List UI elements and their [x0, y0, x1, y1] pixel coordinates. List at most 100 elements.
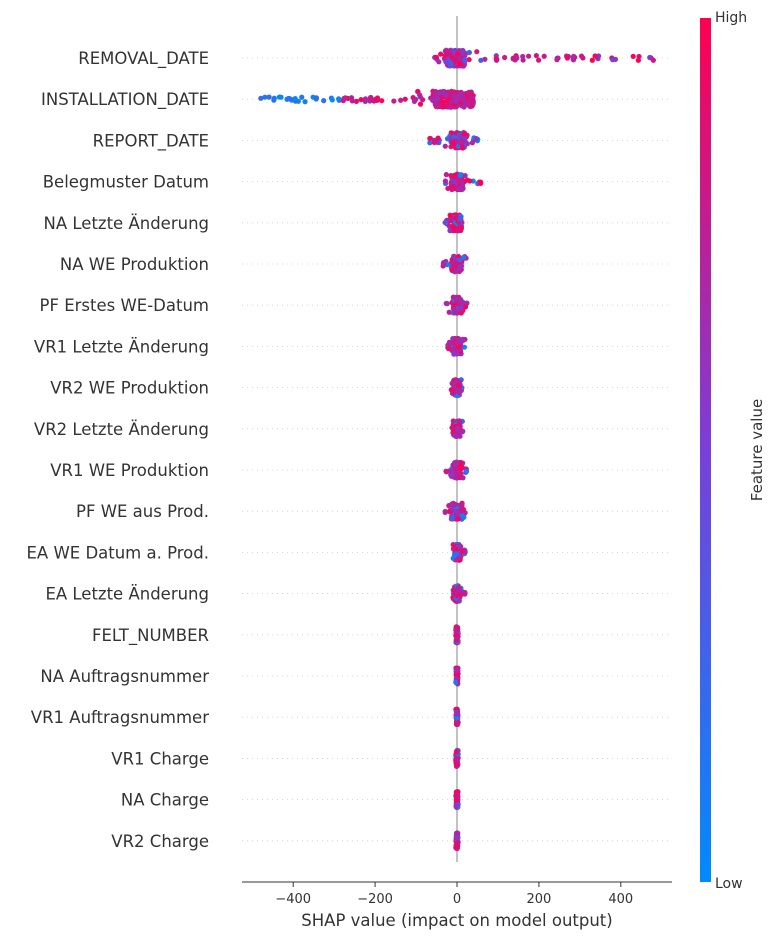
shap-point — [436, 59, 442, 65]
shap-point — [443, 220, 449, 226]
feature-label: INSTALLATION_DATE — [41, 90, 209, 110]
shap-point — [461, 344, 468, 350]
shap-point — [478, 57, 484, 63]
shap-point — [458, 310, 464, 316]
shap-point — [441, 261, 447, 267]
shap-point — [450, 428, 456, 435]
feature-label: VR1 Auftragsnummer — [31, 708, 209, 727]
shap-point — [446, 339, 452, 345]
feature-label: Belegmuster Datum — [43, 173, 209, 192]
shap-point — [457, 61, 463, 67]
shap-point — [442, 53, 448, 59]
x-axis-label: SHAP value (impact on model output) — [301, 911, 612, 930]
shap-point — [452, 260, 458, 266]
feature-label: FELT_NUMBER — [92, 626, 209, 646]
shap-point — [525, 53, 532, 59]
feature-label: VR2 Charge — [111, 832, 209, 851]
shap-point — [446, 51, 452, 57]
shap-point — [434, 96, 441, 102]
shap-point — [520, 53, 526, 60]
shap-point — [458, 304, 464, 311]
shap-point — [570, 57, 577, 63]
shap-point — [442, 92, 448, 98]
shap-point — [460, 144, 466, 150]
shap-point — [285, 96, 291, 102]
feature-label: VR1 Letzte Änderung — [34, 337, 209, 356]
shap-point — [457, 543, 464, 549]
shap-point — [368, 96, 374, 102]
shap-point — [467, 91, 473, 97]
shap-point — [578, 53, 585, 59]
shap-point — [353, 98, 360, 104]
shap-point — [454, 792, 461, 798]
shap-point — [455, 516, 461, 522]
shap-point — [466, 49, 472, 56]
shap-point — [454, 835, 460, 841]
shap-point — [462, 57, 468, 63]
shap-point — [510, 55, 516, 61]
shap-point — [433, 54, 439, 60]
shap-point — [445, 185, 451, 192]
shap-point — [443, 300, 449, 307]
shap-point — [456, 592, 462, 598]
shap-point — [454, 749, 460, 755]
feature-label: PF WE aus Prod. — [76, 502, 209, 521]
feature-labels: REMOVAL_DATE INSTALLATION_DATE REPORT_DATE… — [27, 49, 210, 851]
shap-point — [454, 508, 460, 515]
shap-point — [457, 140, 464, 146]
shap-point — [413, 96, 419, 103]
shap-point — [453, 628, 460, 634]
shap-point — [454, 756, 460, 762]
shap-point — [541, 53, 547, 59]
shap-point — [451, 546, 457, 552]
shap-point — [456, 586, 462, 592]
shap-point — [443, 59, 449, 65]
feature-label: EA Letzte Änderung — [45, 585, 209, 604]
shap-point — [451, 134, 457, 140]
shap-point — [374, 95, 381, 101]
shap-point — [460, 47, 466, 54]
shap-point — [438, 51, 444, 57]
shap-point — [362, 96, 369, 102]
x-axis: −400 −200 0 200 400 — [242, 881, 672, 907]
shap-point — [442, 509, 448, 516]
shap-point — [358, 97, 364, 103]
shap-point — [450, 339, 456, 346]
shap-point — [457, 257, 463, 263]
shap-point — [455, 425, 461, 432]
shap-point — [435, 135, 441, 141]
feature-label: PF Erstes WE-Datum — [40, 296, 209, 315]
shap-point — [292, 95, 298, 102]
shap-point — [427, 140, 433, 146]
shap-point — [454, 469, 461, 475]
shap-point — [451, 389, 457, 395]
shap-point — [536, 57, 542, 63]
shap-point — [502, 54, 508, 61]
shap-point — [630, 53, 636, 59]
shap-point — [464, 141, 470, 147]
shap-point — [589, 57, 595, 63]
shap-point — [452, 502, 458, 508]
shap-point — [443, 468, 449, 474]
shap-point — [514, 55, 520, 61]
shap-point — [449, 516, 455, 522]
shap-point — [457, 216, 463, 222]
feature-label: VR2 WE Produktion — [50, 379, 209, 398]
feature-label: VR2 Letzte Änderung — [34, 420, 209, 439]
shap-point — [477, 180, 484, 187]
x-tick-label: −400 — [275, 892, 311, 907]
shap-point — [336, 96, 342, 102]
shap-point — [341, 95, 347, 102]
shap-point — [469, 140, 475, 146]
shap-point — [329, 97, 335, 103]
shap-point — [443, 171, 449, 178]
shap-point — [455, 266, 461, 273]
shap-point — [455, 556, 461, 562]
colorbar-high-label: High — [715, 10, 747, 26]
shap-point — [461, 254, 467, 260]
shap-point — [453, 138, 459, 144]
shap-point — [313, 95, 320, 101]
shap-point — [647, 54, 653, 61]
shap-point — [454, 637, 460, 644]
